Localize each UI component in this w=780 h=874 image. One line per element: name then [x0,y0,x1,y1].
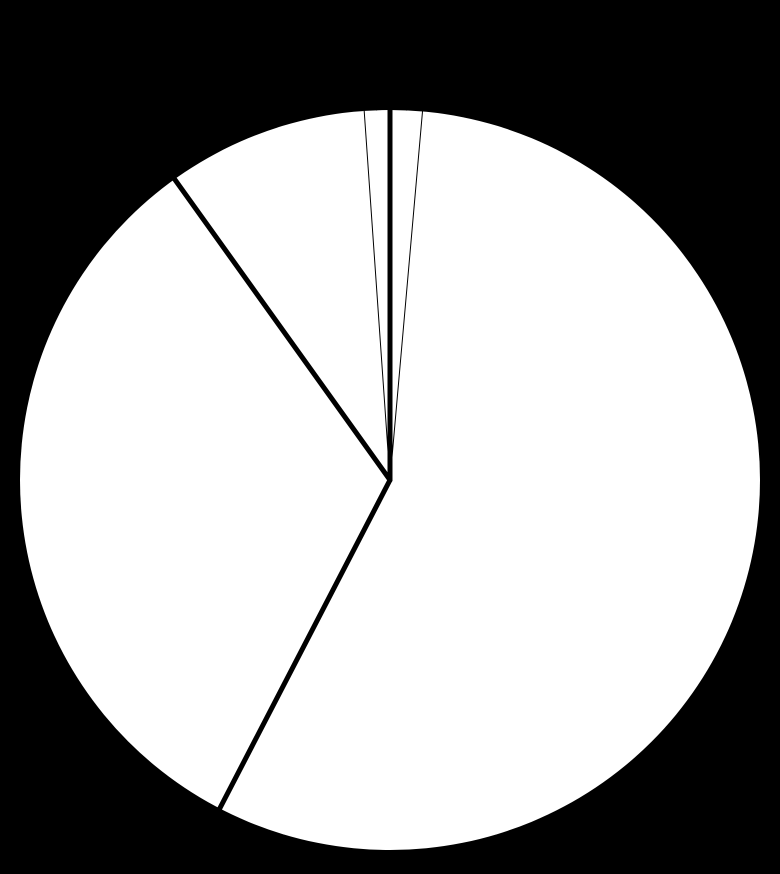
slice-label-cri: CRI 1,1% [300,18,359,80]
pie-chart [0,0,780,874]
chart-stage: CRI 1,1% DPGE 1,4% [0,0,780,874]
slice-label-dpge: DPGE 1,4% [414,18,488,80]
